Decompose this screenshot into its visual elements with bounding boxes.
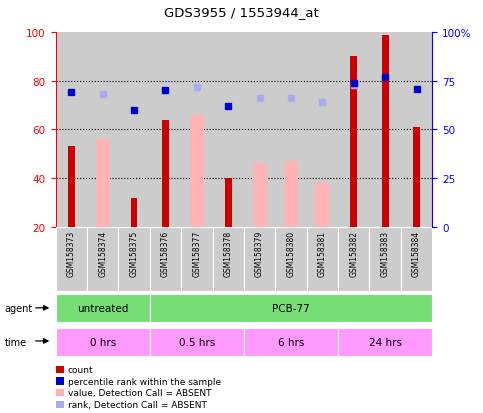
Text: GSM158374: GSM158374	[98, 230, 107, 276]
Bar	[338, 328, 432, 356]
Text: GSM158379: GSM158379	[255, 230, 264, 276]
Text: value, Detection Call = ABSENT: value, Detection Call = ABSENT	[68, 388, 211, 397]
Bar	[56, 33, 87, 227]
Bar	[130, 198, 138, 227]
Bar	[413, 128, 420, 227]
Bar	[56, 227, 87, 291]
Text: GSM158384: GSM158384	[412, 230, 421, 276]
Text: GSM158380: GSM158380	[286, 230, 296, 276]
Bar	[284, 161, 298, 227]
Bar	[87, 227, 118, 291]
Text: GSM158383: GSM158383	[381, 230, 390, 276]
Text: GSM158377: GSM158377	[192, 230, 201, 276]
Bar	[181, 33, 213, 227]
Bar	[162, 120, 169, 227]
Bar	[87, 33, 118, 227]
Bar	[181, 227, 213, 291]
Bar	[56, 328, 150, 356]
Text: 0 hrs: 0 hrs	[89, 337, 116, 347]
Bar	[150, 227, 181, 291]
Bar	[118, 227, 150, 291]
Bar	[190, 116, 204, 227]
Text: 6 hrs: 6 hrs	[278, 337, 304, 347]
Text: 0.5 hrs: 0.5 hrs	[179, 337, 215, 347]
Bar	[369, 227, 401, 291]
Bar	[401, 33, 432, 227]
Text: GSM158376: GSM158376	[161, 230, 170, 276]
Bar	[307, 227, 338, 291]
Bar	[350, 57, 357, 227]
Bar	[56, 295, 150, 323]
Bar	[253, 164, 267, 227]
Text: GSM158375: GSM158375	[129, 230, 139, 276]
Text: GSM158381: GSM158381	[318, 230, 327, 276]
Bar	[338, 33, 369, 227]
Text: 24 hrs: 24 hrs	[369, 337, 402, 347]
Bar	[68, 147, 75, 227]
Text: agent: agent	[5, 304, 33, 313]
Text: GDS3955 / 1553944_at: GDS3955 / 1553944_at	[164, 6, 319, 19]
Text: time: time	[5, 337, 27, 347]
Text: count: count	[68, 365, 93, 374]
Bar	[244, 227, 275, 291]
Text: GSM158378: GSM158378	[224, 230, 233, 276]
Bar	[275, 227, 307, 291]
Text: rank, Detection Call = ABSENT: rank, Detection Call = ABSENT	[68, 400, 207, 409]
Bar	[225, 178, 232, 227]
Bar	[275, 33, 307, 227]
Text: GSM158373: GSM158373	[67, 230, 76, 276]
Bar	[213, 227, 244, 291]
Bar	[307, 33, 338, 227]
Bar	[150, 295, 432, 323]
Bar	[150, 328, 244, 356]
Bar	[244, 328, 338, 356]
Bar	[382, 36, 389, 227]
Bar	[150, 33, 181, 227]
Bar	[213, 33, 244, 227]
Bar	[315, 183, 329, 227]
Bar	[369, 33, 401, 227]
Text: percentile rank within the sample: percentile rank within the sample	[68, 377, 221, 386]
Bar	[244, 33, 275, 227]
Text: PCB-77: PCB-77	[272, 304, 310, 314]
Text: untreated: untreated	[77, 304, 128, 314]
Text: GSM158382: GSM158382	[349, 230, 358, 276]
Bar	[338, 227, 369, 291]
Bar	[401, 227, 432, 291]
Bar	[118, 33, 150, 227]
Bar	[96, 140, 110, 227]
